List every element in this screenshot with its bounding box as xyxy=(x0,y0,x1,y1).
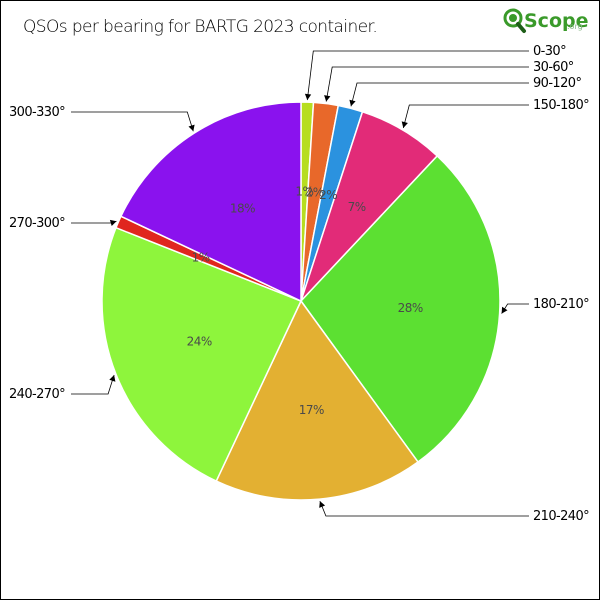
pie-leader-arrow-30-60 xyxy=(324,95,331,102)
chart-title: QSOs per bearing for BARTG 2023 containe… xyxy=(23,17,378,37)
pie-slice-180-210 xyxy=(300,154,501,464)
pie-leader-90-120 xyxy=(350,82,529,107)
pie-slice-300-330 xyxy=(119,101,302,303)
pie-pct-label-90-120: 2% xyxy=(319,188,337,202)
pie-percent-labels: 1%2%2%7%28%17%24%1%18% xyxy=(187,185,424,417)
pie-leader-150-180 xyxy=(402,104,529,129)
pie-pct-label-210-240: 17% xyxy=(299,403,324,417)
pie-leader-300-330 xyxy=(71,111,194,132)
pie-slice-240-270 xyxy=(101,226,303,483)
pie-leader-arrow-180-210 xyxy=(501,306,508,314)
pie-category-label-240-270: 240-270° xyxy=(9,387,65,402)
pie-category-label-270-300: 270-300° xyxy=(9,216,65,231)
pie-slice-210-240 xyxy=(215,299,420,501)
pie-pct-label-180-210: 28% xyxy=(398,301,423,315)
pie-leader-arrow-90-120 xyxy=(349,99,356,107)
logo-suffix: .org xyxy=(567,22,583,31)
pie-leader-30-60 xyxy=(325,66,529,102)
logo-text: Scope xyxy=(524,10,589,32)
pie-pct-label-240-270: 24% xyxy=(187,334,212,348)
pie-pct-label-30-60: 2% xyxy=(306,185,324,199)
pie-leader-arrow-210-240 xyxy=(319,501,326,508)
pie-pct-label-0-30: 1% xyxy=(295,185,313,199)
pie-slices xyxy=(101,101,501,501)
pie-leader-arrow-240-270 xyxy=(109,375,116,382)
pie-category-label-150-180: 150-180° xyxy=(533,98,589,113)
pie-leader-arrow-150-180 xyxy=(401,121,408,128)
pie-leader-240-270 xyxy=(71,374,115,395)
pie-leader-arrow-0-30 xyxy=(304,93,312,101)
pie-pct-label-300-330: 18% xyxy=(230,202,255,216)
pie-leader-lines: 0-30°30-60°90-120° 150-180° 180-210° 210-24… xyxy=(9,44,590,524)
pie-category-label-180-210: 180-210° xyxy=(533,297,589,312)
pie-category-label-210-240: 210-240° xyxy=(533,509,589,524)
magnifier-q-icon: Scope .org xyxy=(503,8,589,33)
pie-category-label-30-60: 30-60° xyxy=(533,60,574,75)
pie-leader-arrow-300-330 xyxy=(188,124,195,132)
pie-leader-210-240 xyxy=(319,500,529,517)
pie-pct-label-150-180: 7% xyxy=(348,200,366,214)
pie-pct-label-270-300: 1% xyxy=(192,251,210,265)
pie-category-label-90-120: 90-120° xyxy=(533,76,581,91)
pie-leader-270-300 xyxy=(71,220,117,224)
pie-leader-0-30 xyxy=(306,50,529,101)
pie-leader-180-210 xyxy=(501,303,529,314)
qscope-logo: Scope .org xyxy=(501,5,589,35)
pie-leader-arrow-270-300 xyxy=(109,219,117,226)
pie-category-label-0-30: 0-30° xyxy=(533,44,566,59)
pie-category-label-300-330: 300-330° xyxy=(9,105,65,120)
